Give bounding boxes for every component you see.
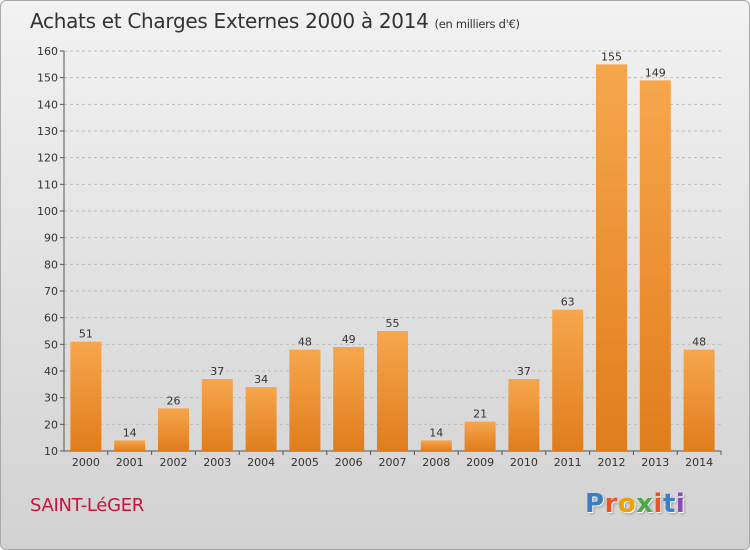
bar [552,309,584,451]
bar [333,347,365,451]
bar-value-label: 21 [473,408,487,421]
x-tick-label: 2002 [160,456,188,469]
bar-value-label: 51 [79,328,93,341]
y-tick-label: 120 [37,152,58,165]
bar-value-label: 34 [254,373,268,386]
y-tick-label: 70 [44,285,58,298]
bar [420,440,452,451]
y-tick-label: 100 [37,205,58,218]
y-tick-label: 80 [44,258,58,271]
bar [158,408,189,451]
bar [114,440,146,451]
commune-name: SAINT-LéGER [30,495,144,516]
logo-letter: r [604,489,618,519]
bar-value-label: 55 [386,317,400,330]
y-tick-label: 60 [44,312,58,325]
bar [639,80,671,451]
y-tick-label: 130 [37,125,58,138]
x-tick-label: 2005 [291,456,319,469]
logo-letter: P [585,489,605,519]
chart-title-text: Achats et Charges Externes 2000 à 2014 [30,9,429,33]
bar [596,64,627,452]
y-tick-label: 50 [44,338,58,351]
y-tick-label: 150 [37,72,58,85]
bar-value-label: 155 [601,50,622,63]
bar-value-label: 37 [210,365,224,378]
logo-letter: x [636,489,654,519]
chart-title: Achats et Charges Externes 2000 à 2014 (e… [30,9,520,33]
x-tick-label: 2014 [685,456,713,469]
bar-value-label: 149 [645,66,666,79]
bar [683,349,715,451]
bar [508,379,540,451]
logo-letter: i [653,489,663,519]
bar-value-label: 37 [517,365,531,378]
bar [245,387,277,451]
x-tick-label: 2001 [116,456,144,469]
y-tick-label: 140 [37,98,58,111]
y-tick-label: 160 [37,45,58,58]
bar-value-label: 49 [342,333,356,346]
x-tick-label: 2010 [510,456,538,469]
logo-letter: t [662,489,676,519]
x-tick-label: 2007 [379,456,407,469]
x-tick-label: 2009 [466,456,494,469]
chart-unit: (en milliers d'€) [434,17,520,31]
x-tick-label: 2000 [72,456,100,469]
bar-value-label: 14 [123,426,137,439]
x-tick-label: 2012 [598,456,626,469]
bar [377,331,408,451]
y-tick-label: 10 [44,445,58,458]
x-tick-label: 2013 [641,456,669,469]
bar-value-label: 14 [429,426,443,439]
logo-letter: i [675,489,686,519]
x-tick-label: 2003 [203,456,231,469]
bar-value-label: 63 [561,296,575,309]
proxiti-logo: Proxiti [585,489,685,519]
y-tick-label: 20 [44,418,58,431]
y-tick-label: 110 [37,178,58,191]
x-tick-label: 2006 [335,456,363,469]
x-tick-label: 2011 [554,456,582,469]
logo-letter: o [617,489,637,519]
bar-value-label: 48 [298,336,312,349]
bar [70,341,102,451]
bar-value-label: 26 [167,394,181,407]
x-tick-label: 2008 [422,456,450,469]
bar-value-label: 48 [692,336,706,349]
y-tick-label: 90 [44,232,58,245]
bar [201,379,233,451]
y-tick-label: 30 [44,392,58,405]
bar [289,349,321,451]
y-tick-label: 40 [44,365,58,378]
bar [464,421,496,451]
x-tick-label: 2004 [247,456,275,469]
